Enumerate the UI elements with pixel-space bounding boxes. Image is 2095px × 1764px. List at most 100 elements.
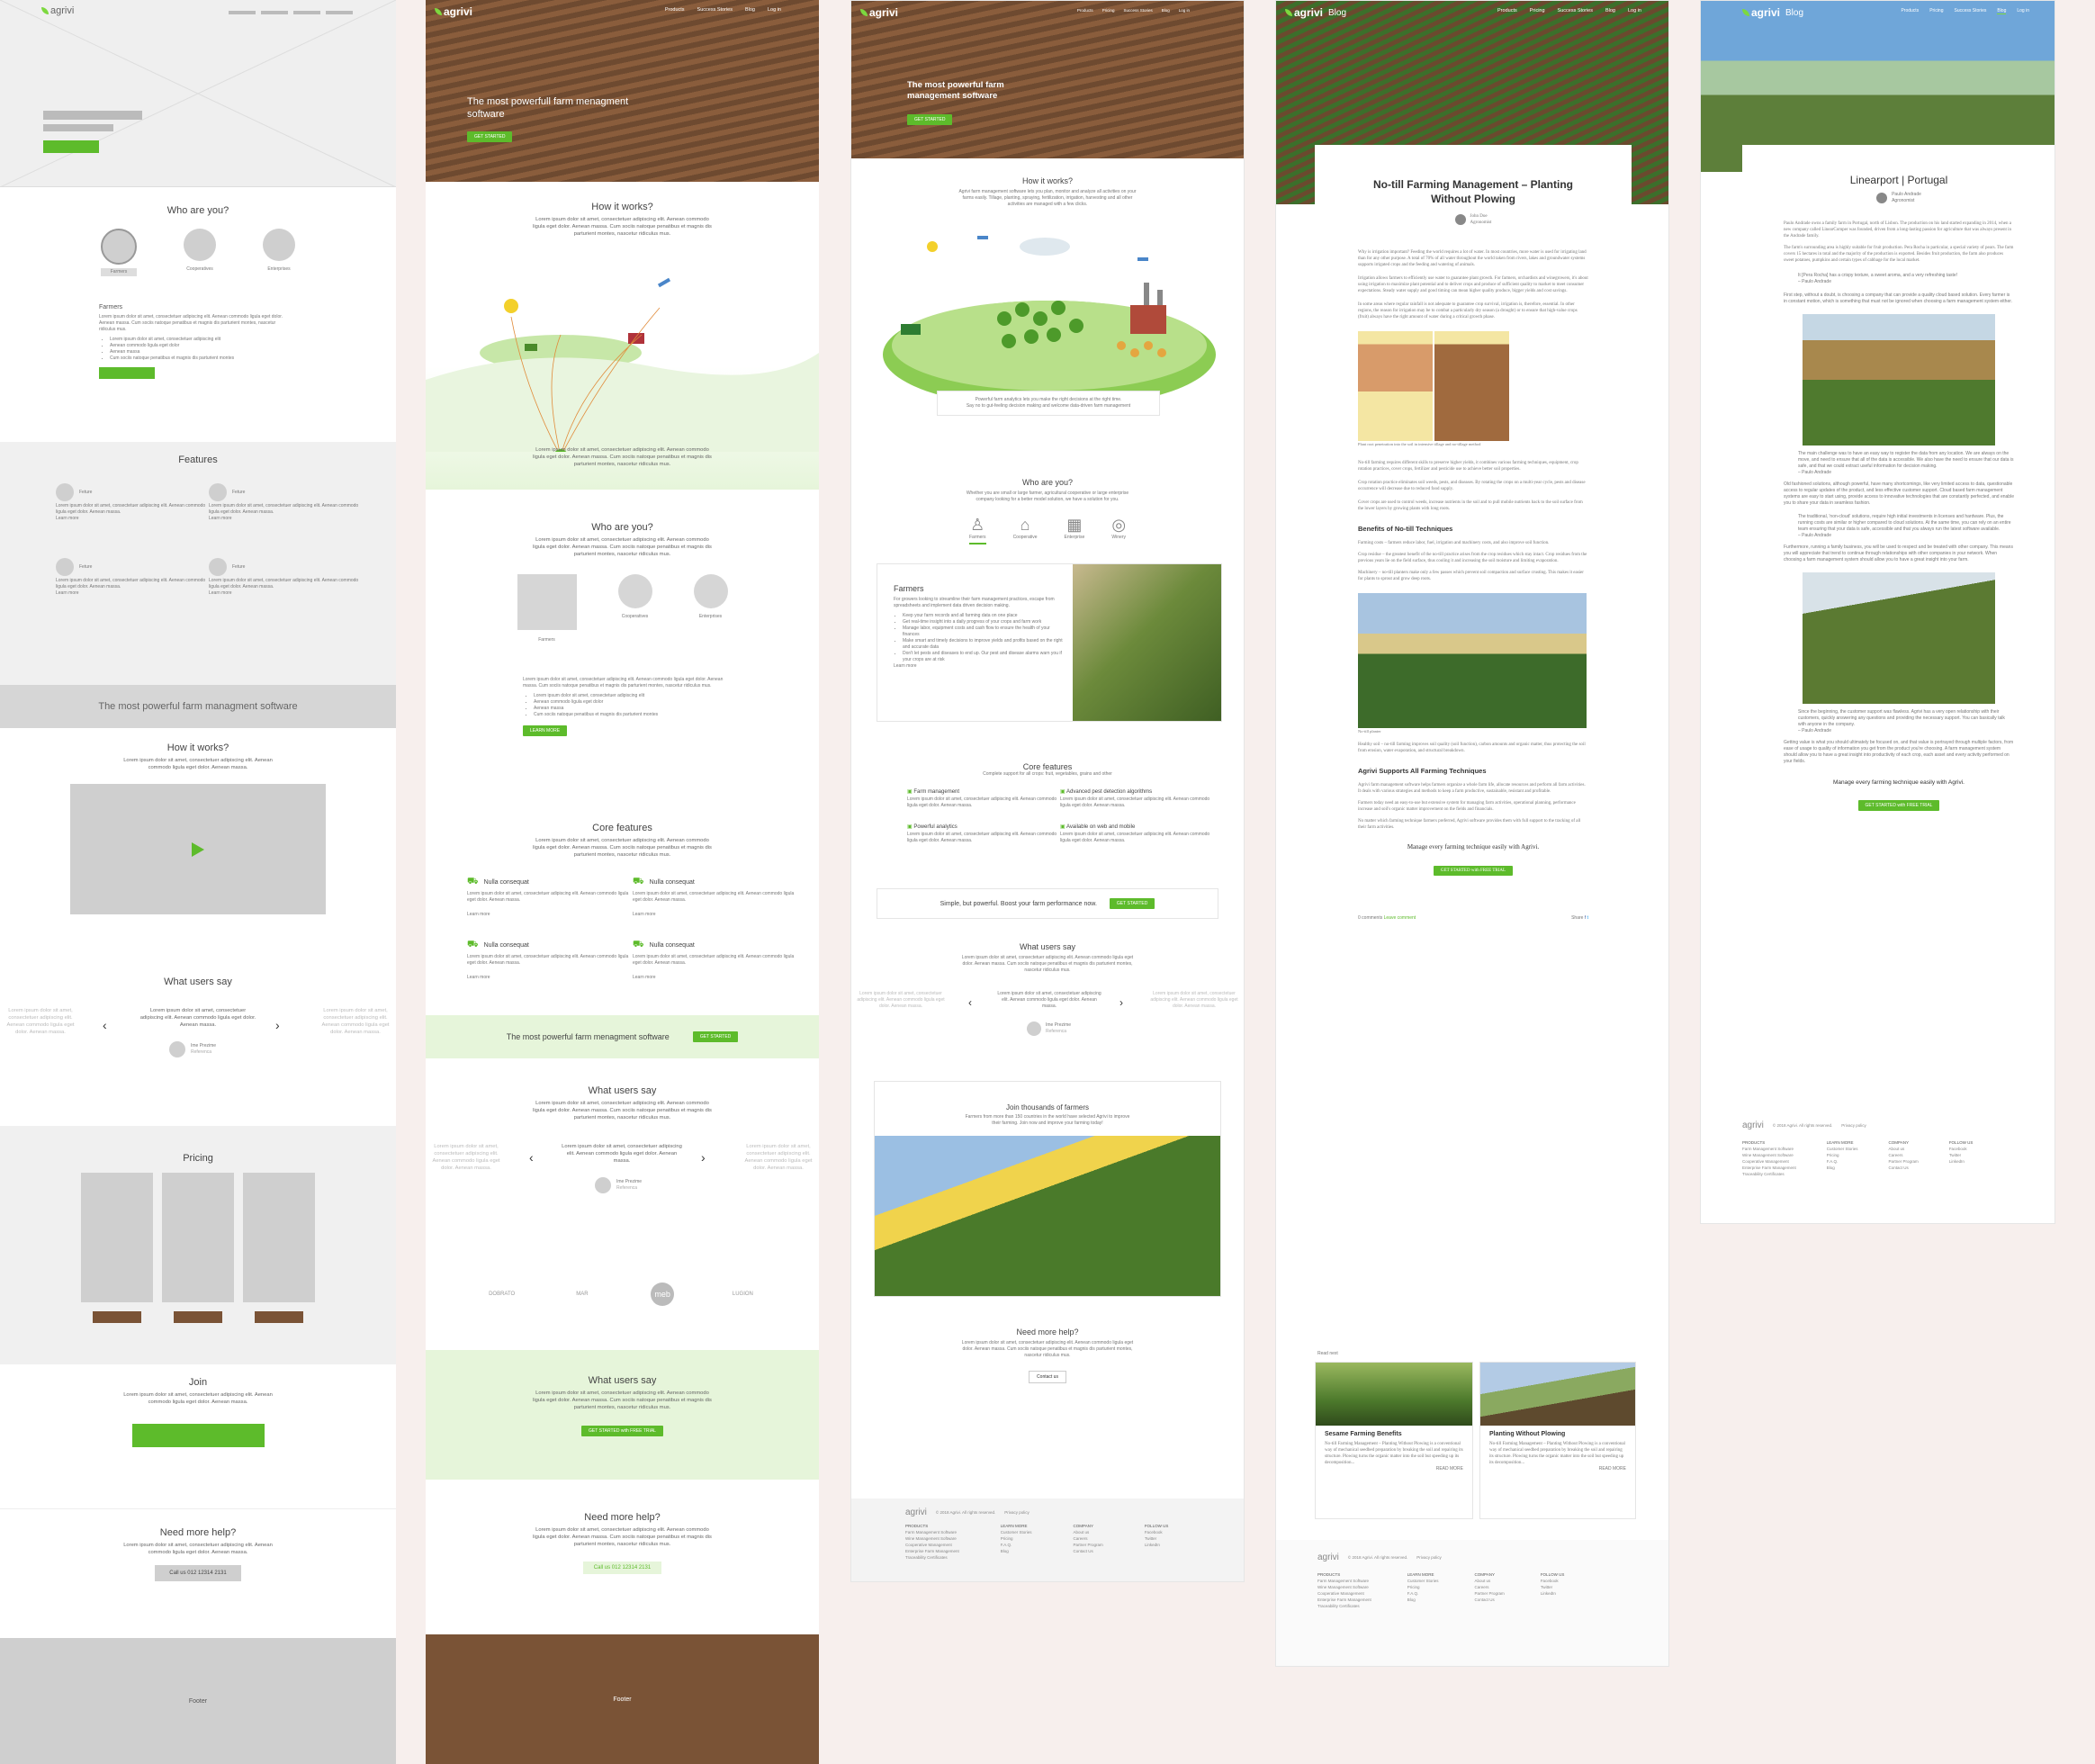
- facebook-icon[interactable]: f: [1584, 915, 1587, 921]
- footer-logo[interactable]: agrivi: [1317, 1552, 1339, 1562]
- footer-column: COMPANY About us Careers Partner Program Con…: [1073, 1524, 1103, 1553]
- v2-contact-button[interactable]: Contact us: [1029, 1371, 1066, 1383]
- card-photo: [1316, 1363, 1472, 1426]
- design-v1-column: agrivi Products Success Stories Blog Log in…: [426, 0, 819, 1764]
- wireframe-call-button[interactable]: Call us 012 12314 2131: [155, 1565, 241, 1581]
- wireframe-features-title: Features: [178, 454, 218, 465]
- wireframe-users-section: What users say Lorem ipsum dolor sit ame…: [0, 971, 396, 1126]
- v2-logo[interactable]: agrivi: [860, 6, 898, 19]
- leave-comment-link[interactable]: Leave comment: [1383, 915, 1416, 921]
- blog1-read-next-card[interactable]: Sesame Farming Benefits No-till Farming M…: [1315, 1362, 1473, 1519]
- blog1-logo[interactable]: agrivi Blog: [1285, 6, 1346, 19]
- wireframe-features-section: Features Feture Lorem ipsum dolor sit ame…: [0, 442, 396, 685]
- blog1-article: No-till Farming Management – Planting Wi…: [1315, 145, 1632, 1342]
- blog2-trial-button[interactable]: GET STARTED with FREE TRIAL: [1857, 800, 1940, 811]
- v2-nav[interactable]: Products Pricing Success Stories Blog Log in: [1076, 8, 1190, 13]
- v1-hero-cta[interactable]: GET STARTED: [467, 131, 513, 142]
- v1-feature-item: ⛟ Nulla consequat Lorem ipsum dolor sit am…: [633, 877, 795, 917]
- v1-how-section: How it works? Lorem ipsum dolor sit amet…: [426, 182, 819, 490]
- wireframe-feature-item: Feture Lorem ipsum dolor sit amet, consec…: [209, 558, 362, 597]
- v1-nav[interactable]: Products Success Stories Blog Log in: [664, 7, 781, 13]
- blog2-logo[interactable]: agrivi Blog: [1742, 6, 1803, 19]
- v1-testimonial-author: Ime Prezime Referenca: [595, 1177, 642, 1193]
- v1-how-illustration: [426, 277, 819, 452]
- chevron-right-icon[interactable]: ›: [1119, 996, 1123, 1009]
- blog2-nav[interactable]: Products Pricing Success Stories Blog Log in: [1901, 8, 2029, 14]
- wireframe-nav[interactable]: [229, 11, 353, 14]
- chevron-left-icon[interactable]: ‹: [968, 996, 972, 1009]
- v1-hero: agrivi Products Success Stories Blog Log in…: [426, 0, 819, 182]
- wireframe-join-button[interactable]: [131, 1424, 265, 1447]
- v1-footer: Footer: [426, 1634, 819, 1764]
- v2-simple-button[interactable]: GET STARTED: [1109, 898, 1155, 909]
- v1-users-section: What users say Lorem ipsum dolor sit ame…: [426, 1058, 819, 1238]
- v2-users-section: What users say Lorem ipsum dolor sit ame…: [857, 942, 1238, 1036]
- footer-column: COMPANY About us Careers Partner Program Con…: [1888, 1140, 1919, 1170]
- wireframe-tab-enterprises[interactable]: Enterprises: [263, 229, 295, 276]
- chevron-right-icon[interactable]: ›: [275, 1018, 280, 1032]
- tractor-icon: ⛟: [467, 940, 479, 950]
- chevron-left-icon[interactable]: ‹: [529, 1150, 534, 1165]
- v1-tab-farmers[interactable]: Farmers: [517, 574, 577, 644]
- chevron-right-icon[interactable]: ›: [701, 1150, 706, 1165]
- v2-tab-cooperative[interactable]: ⌂ Cooperative: [1012, 516, 1038, 540]
- footer-column: FOLLOW US Facebook Twitter LinkedIn: [1144, 1524, 1169, 1547]
- v1-core-section: Core features Lorem ipsum dolor sit amet…: [426, 790, 819, 1015]
- footer-logo[interactable]: agrivi: [1742, 1120, 1764, 1130]
- wireframe-tab-cooperatives[interactable]: Cooperatives: [184, 229, 216, 276]
- v2-tab-farmers[interactable]: ♙ Farmers: [968, 516, 986, 544]
- twitter-icon[interactable]: t: [1587, 915, 1588, 921]
- wireframe-subline: [43, 124, 113, 131]
- cloud-icon: [1020, 238, 1070, 256]
- wireframe-headline: [43, 111, 142, 120]
- v1-trial-button[interactable]: GET STARTED with FREE TRIAL: [581, 1426, 663, 1436]
- wireframe-logo[interactable]: agrivi: [41, 5, 74, 16]
- wireframe-who-title: Who are you?: [166, 205, 229, 216]
- wireframe-farmers-button[interactable]: [99, 367, 155, 379]
- v1-logo[interactable]: agrivi: [435, 5, 472, 18]
- v2-farmer-photo: [875, 1136, 1220, 1296]
- blog1-title: No-till Farming Management – Planting Wi…: [1372, 178, 1574, 205]
- v1-call-button[interactable]: Call us 012 12314 2131: [582, 1562, 662, 1574]
- footer-column: LEARN MORE Customer Stories Pricing F.A.Q. B…: [1407, 1572, 1439, 1602]
- v2-tab-enterprise[interactable]: ▦ Enterprise: [1064, 516, 1085, 540]
- wireframe-tab-farmers[interactable]: Farmers: [101, 229, 137, 276]
- wireframe-farmers-list: Lorem ipsum dolor sit amet, consectetuer…: [110, 337, 288, 362]
- v2-footer: agrivi © 2018 Agrivi. All rights reserved…: [851, 1498, 1244, 1581]
- v2-feature-item: ▣ Powerful analytics Lorem ipsum dolor si…: [907, 824, 1057, 843]
- satellite-icon: [977, 236, 988, 239]
- v2-tab-winery[interactable]: ◎ Winery: [1111, 516, 1127, 540]
- wireframe-cta-button[interactable]: [43, 140, 99, 153]
- barn-icon: ⌂: [1020, 516, 1030, 534]
- client-logo: meb: [651, 1282, 675, 1306]
- card-photo: [1480, 1363, 1635, 1426]
- blog1-read-next-card[interactable]: Planting Without Plowing No-till Farming …: [1479, 1362, 1636, 1519]
- v2-farmers-photo: [1073, 564, 1221, 721]
- wireframe-testimonial-author: Ime Prezime Referenca: [169, 1041, 216, 1058]
- v2-learn-more-link[interactable]: Learn more: [894, 663, 917, 669]
- chevron-left-icon[interactable]: ‹: [103, 1018, 107, 1032]
- client-logo: DOBRATO: [489, 1292, 516, 1297]
- leaf-icon: [860, 9, 868, 16]
- v1-banner-button[interactable]: GET STARTED: [692, 1031, 739, 1042]
- leaf-icon: [41, 7, 49, 14]
- footer-column: PRODUCTS Farm Management Software Wine Man…: [1742, 1140, 1796, 1176]
- v1-tab-cooperatives[interactable]: Cooperatives: [617, 574, 652, 644]
- wireframe-video-placeholder[interactable]: [70, 784, 326, 914]
- v2-farmers-card: Farmers For growers looking to streamlin…: [877, 563, 1222, 722]
- v1-learn-more-button[interactable]: LEARN MORE: [523, 725, 568, 736]
- v2-feature-item: ▣ Available on web and mobile Lorem ipsum…: [1060, 824, 1210, 843]
- footer-logo[interactable]: agrivi: [905, 1508, 927, 1517]
- v2-farm-illustration: [883, 236, 1216, 409]
- blog1-nav[interactable]: Products Pricing Success Stories Blog Log in: [1497, 8, 1641, 14]
- v2-who-section: Who are you? Whether you are small or la…: [851, 446, 1244, 757]
- blog1-trial-button[interactable]: GET STARTED with FREE TRIAL: [1433, 866, 1514, 876]
- sun-icon: [504, 299, 518, 313]
- footer-column: COMPANY About us Careers Partner Program Con…: [1474, 1572, 1505, 1602]
- satellite-icon: [657, 277, 671, 288]
- v2-hero-cta[interactable]: GET STARTED: [907, 114, 953, 125]
- wireframe-column: agrivi Who are you? Farmers Cooperatives…: [0, 0, 396, 1764]
- v1-tab-enterprises[interactable]: Enterprises: [693, 574, 728, 644]
- wireframe-who-section: Who are you? Farmers Cooperatives Enterp…: [0, 187, 396, 442]
- v1-banner: The most powerful farm menagment softwar…: [426, 1015, 819, 1058]
